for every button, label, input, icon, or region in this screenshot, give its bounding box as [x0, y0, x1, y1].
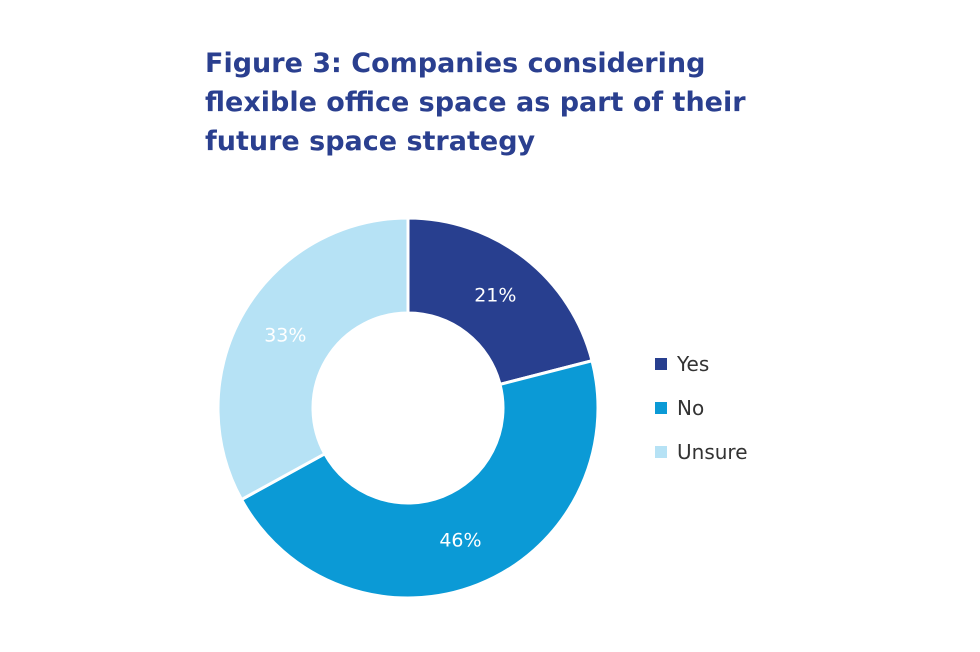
- legend-label-no: No: [677, 396, 705, 420]
- donut-slice-yes: [406, 216, 594, 387]
- chart-title: Figure 3: Companies considering flexible…: [205, 44, 765, 161]
- donut-slice-unsure: [216, 216, 410, 502]
- slice-label-yes: 21%: [474, 284, 516, 306]
- legend-item-yes: Yes: [655, 342, 748, 386]
- donut-labels: 21% 46% 33%: [264, 284, 516, 551]
- legend-swatch-yes: [655, 358, 667, 370]
- chart-title-line-1: Figure 3: Companies considering: [205, 48, 706, 79]
- slice-label-no: 46%: [439, 529, 481, 551]
- legend-swatch-unsure: [655, 446, 667, 458]
- legend-item-unsure: Unsure: [655, 430, 748, 474]
- legend-item-no: No: [655, 386, 748, 430]
- legend-label-unsure: Unsure: [677, 440, 748, 464]
- slice-label-unsure: 33%: [264, 324, 306, 346]
- chart-title-line-2: flexible office space as part of their: [205, 87, 746, 118]
- donut-slice-no: [239, 358, 600, 600]
- legend-swatch-no: [655, 402, 667, 414]
- chart-title-line-3: future space strategy: [205, 126, 536, 157]
- legend: Yes No Unsure: [655, 342, 748, 474]
- legend-label-yes: Yes: [677, 352, 710, 376]
- donut-slices: [216, 216, 600, 600]
